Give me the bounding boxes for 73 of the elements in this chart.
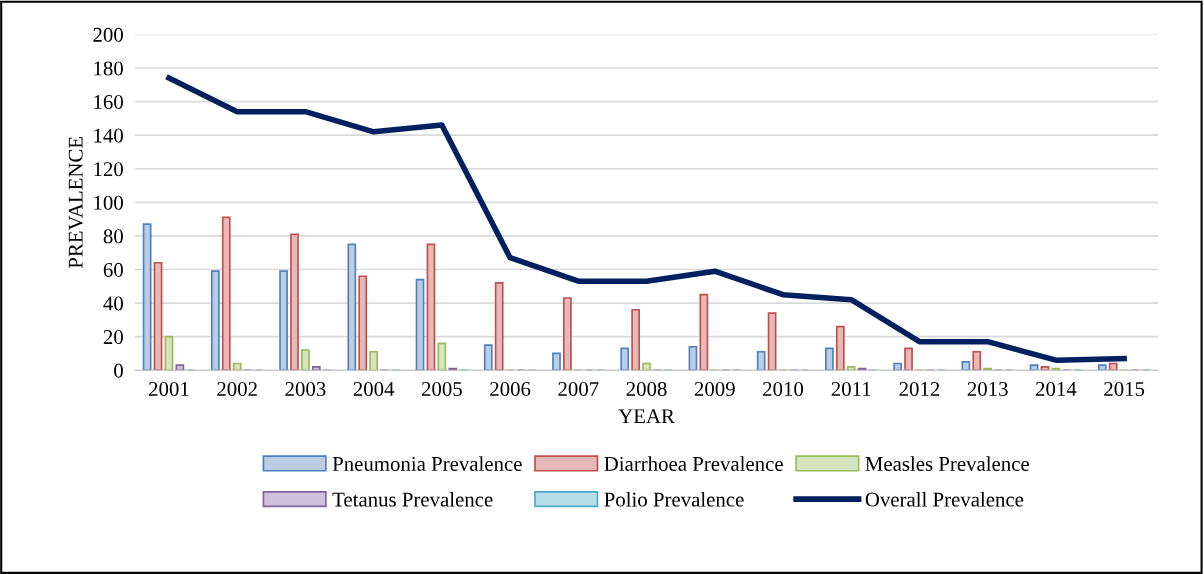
x-tick-label: 2009: [694, 381, 735, 396]
legend-label: Overall Prevalence: [865, 491, 1024, 507]
x-tick-label: 2003: [285, 381, 326, 396]
bar: [301, 349, 310, 371]
bar: [631, 308, 641, 371]
bar: [426, 243, 436, 371]
y-tick-label: 140: [94, 128, 123, 143]
bar: [825, 347, 834, 371]
bar: [688, 345, 698, 371]
x-tick-label: 2011: [831, 381, 871, 396]
x-tick-label: 2014: [1035, 381, 1077, 396]
bar: [483, 344, 493, 371]
bar: [1097, 364, 1107, 371]
bar: [164, 335, 174, 371]
bar: [904, 347, 913, 371]
bar: [1108, 362, 1118, 371]
bar: [311, 366, 321, 371]
bar: [699, 293, 709, 371]
bar: [279, 270, 288, 371]
bar: [494, 282, 504, 371]
bar: [369, 350, 379, 371]
bar: [347, 243, 357, 371]
bar: [290, 233, 299, 371]
y-tick-label: 20: [103, 330, 123, 345]
y-tick-label: 40: [103, 296, 123, 311]
x-axis-title: YEAR: [618, 409, 675, 424]
bar: [846, 366, 856, 371]
bar: [232, 362, 242, 371]
y-tick-label: 0: [114, 363, 123, 378]
bar: [1029, 364, 1039, 371]
bar: [756, 350, 766, 371]
x-tick-label: 2013: [967, 381, 1008, 396]
x-tick-label: 2012: [899, 381, 940, 396]
y-tick-label: 100: [94, 195, 123, 210]
y-tick-label: 180: [94, 61, 123, 76]
x-tick-label: 2010: [763, 381, 804, 396]
bar: [642, 362, 651, 371]
bar: [210, 270, 220, 371]
y-axis-title: PREVALENCE: [68, 137, 83, 269]
x-tick-label: 2008: [626, 381, 667, 396]
x-tick-label: 2002: [217, 381, 257, 396]
x-tick-label: 2001: [149, 381, 189, 396]
bar: [415, 278, 425, 371]
legend-label: Diarrhoea Prevalence: [604, 456, 783, 471]
y-tick-label: 200: [93, 27, 123, 42]
y-tick-label: 80: [103, 229, 123, 244]
x-tick-label: 2005: [421, 381, 462, 396]
legend-label: Polio Prevalence: [604, 491, 744, 507]
y-tick-label: 60: [103, 262, 123, 277]
y-tick-label: 160: [94, 94, 123, 110]
bar: [1040, 366, 1050, 371]
legend-label: Measles Prevalence: [865, 456, 1029, 471]
bar: [563, 297, 572, 371]
bar: [961, 361, 971, 371]
bar: [221, 216, 231, 371]
bar: [767, 312, 777, 371]
legend-label: Pneumonia Prevalence: [332, 456, 522, 471]
y-tick-label: 120: [94, 162, 123, 177]
x-tick-label: 2015: [1104, 381, 1145, 396]
x-tick-label: 2004: [353, 381, 395, 396]
bar: [175, 364, 185, 371]
bar: [552, 352, 561, 371]
legend-label: Tetanus Prevalence: [332, 491, 493, 507]
bar: [835, 325, 845, 371]
x-tick-label: 2006: [490, 381, 531, 396]
bar: [153, 261, 163, 371]
bar: [893, 362, 903, 371]
x-tick-label: 2007: [558, 381, 599, 396]
bar: [142, 223, 152, 371]
bar: [437, 342, 447, 371]
bar: [358, 275, 368, 371]
bar: [972, 350, 982, 371]
bar: [620, 347, 630, 371]
